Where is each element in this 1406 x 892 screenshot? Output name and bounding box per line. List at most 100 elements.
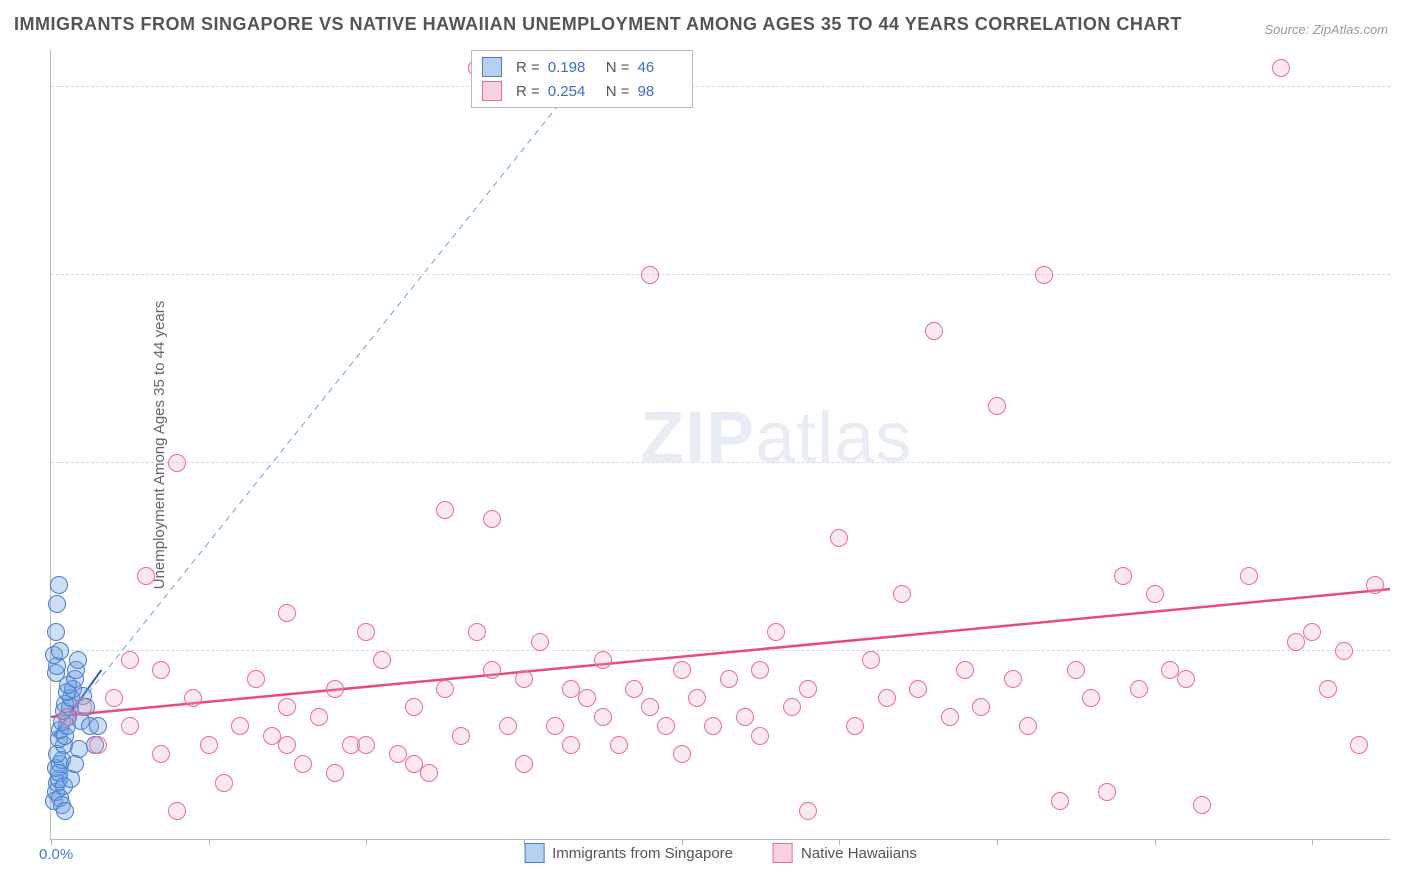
data-point — [1287, 633, 1305, 651]
data-point — [247, 670, 265, 688]
gridline: 20.0% — [51, 462, 1390, 463]
x-tick — [1312, 839, 1313, 845]
data-point — [1146, 585, 1164, 603]
data-point — [1067, 661, 1085, 679]
data-point — [121, 651, 139, 669]
r-label: R = — [516, 59, 540, 76]
r-label: R = — [516, 83, 540, 100]
data-point — [1319, 680, 1337, 698]
data-point — [673, 745, 691, 763]
series-legend: Immigrants from Singapore Native Hawaiian… — [524, 843, 917, 863]
legend-swatch — [482, 57, 502, 77]
stats-legend: R =0.198N =46R =0.254N =98 — [471, 50, 693, 108]
legend-row: R = 0.198 N = 46 — [482, 55, 682, 79]
data-point — [1004, 670, 1022, 688]
data-point — [531, 633, 549, 651]
data-point — [704, 717, 722, 735]
data-point — [925, 322, 943, 340]
data-point — [1366, 576, 1384, 594]
n-label: N = — [606, 59, 630, 76]
data-point — [357, 736, 375, 754]
data-point — [66, 755, 84, 773]
data-point — [610, 736, 628, 754]
data-point — [562, 736, 580, 754]
data-point — [468, 623, 486, 641]
data-point — [326, 764, 344, 782]
data-point — [1114, 567, 1132, 585]
legend-label: Native Hawaiians — [801, 845, 917, 862]
data-point — [799, 680, 817, 698]
data-point — [546, 717, 564, 735]
data-point — [499, 717, 517, 735]
data-point — [326, 680, 344, 698]
r-value: 0.198 — [548, 59, 592, 76]
data-point — [1019, 717, 1037, 735]
data-point — [58, 708, 76, 726]
data-point — [625, 680, 643, 698]
data-point — [594, 651, 612, 669]
data-point — [751, 727, 769, 745]
n-value: 46 — [638, 59, 682, 76]
data-point — [373, 651, 391, 669]
data-point — [168, 454, 186, 472]
n-label: N = — [606, 83, 630, 100]
data-point — [56, 802, 74, 820]
data-point — [50, 576, 68, 594]
data-point — [69, 651, 87, 669]
legend-swatch — [482, 81, 502, 101]
source-label: Source: ZipAtlas.com — [1264, 22, 1388, 37]
data-point — [515, 755, 533, 773]
data-point — [1272, 59, 1290, 77]
data-point — [1177, 670, 1195, 688]
legend-item: Native Hawaiians — [773, 843, 917, 863]
x-tick-label-min: 0.0% — [39, 846, 73, 863]
x-tick — [997, 839, 998, 845]
x-tick — [366, 839, 367, 845]
legend-swatch — [773, 843, 793, 863]
data-point — [720, 670, 738, 688]
data-point — [783, 698, 801, 716]
data-point — [452, 727, 470, 745]
data-point — [152, 745, 170, 763]
data-point — [231, 717, 249, 735]
data-point — [956, 661, 974, 679]
data-point — [1240, 567, 1258, 585]
data-point — [893, 585, 911, 603]
data-point — [862, 651, 880, 669]
data-point — [830, 529, 848, 547]
data-point — [357, 623, 375, 641]
data-point — [767, 623, 785, 641]
data-point — [405, 698, 423, 716]
data-point — [168, 802, 186, 820]
data-point — [941, 708, 959, 726]
data-point — [878, 689, 896, 707]
data-point — [751, 661, 769, 679]
data-point — [278, 736, 296, 754]
data-point — [736, 708, 754, 726]
data-point — [594, 708, 612, 726]
data-point — [310, 708, 328, 726]
data-point — [436, 501, 454, 519]
correlation-chart: IMMIGRANTS FROM SINGAPORE VS NATIVE HAWA… — [0, 0, 1406, 892]
y-axis-label: Unemployment Among Ages 35 to 44 years — [151, 300, 168, 589]
data-point — [1335, 642, 1353, 660]
data-point — [641, 698, 659, 716]
data-point — [578, 689, 596, 707]
data-point — [89, 717, 107, 735]
data-point — [51, 642, 69, 660]
legend-label: Immigrants from Singapore — [552, 845, 733, 862]
gridline: 40.0% — [51, 86, 1390, 87]
x-tick — [209, 839, 210, 845]
data-point — [909, 680, 927, 698]
data-point — [215, 774, 233, 792]
plot-area: Unemployment Among Ages 35 to 44 years Z… — [50, 50, 1390, 840]
data-point — [1051, 792, 1069, 810]
gridline: 30.0% — [51, 274, 1390, 275]
data-point — [74, 698, 92, 716]
data-point — [515, 670, 533, 688]
data-point — [483, 661, 501, 679]
data-point — [137, 567, 155, 585]
data-point — [294, 755, 312, 773]
data-point — [121, 717, 139, 735]
data-point — [436, 680, 454, 698]
